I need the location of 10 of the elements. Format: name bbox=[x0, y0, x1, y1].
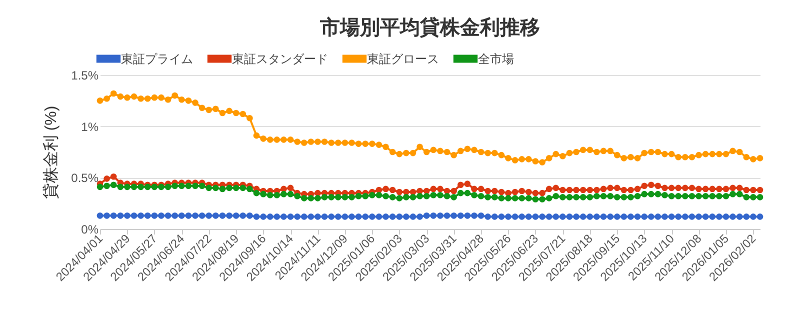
legend-label: 東証グロース bbox=[367, 52, 439, 66]
legend-label: 全市場 bbox=[478, 52, 514, 66]
y-tick-label: 1% bbox=[81, 120, 99, 134]
y-axis-title: 貸株金利 (%) bbox=[42, 106, 60, 200]
y-tick-label: 0.5% bbox=[71, 171, 99, 186]
legend-label: 東証プライム bbox=[121, 52, 193, 66]
chart-title: 市場別平均貸株金利推移 bbox=[319, 16, 540, 39]
y-tick-label: 1.5% bbox=[71, 68, 99, 82]
legend-label: 東証スタンダード bbox=[232, 52, 328, 66]
y-tick-label: 0% bbox=[81, 222, 99, 236]
